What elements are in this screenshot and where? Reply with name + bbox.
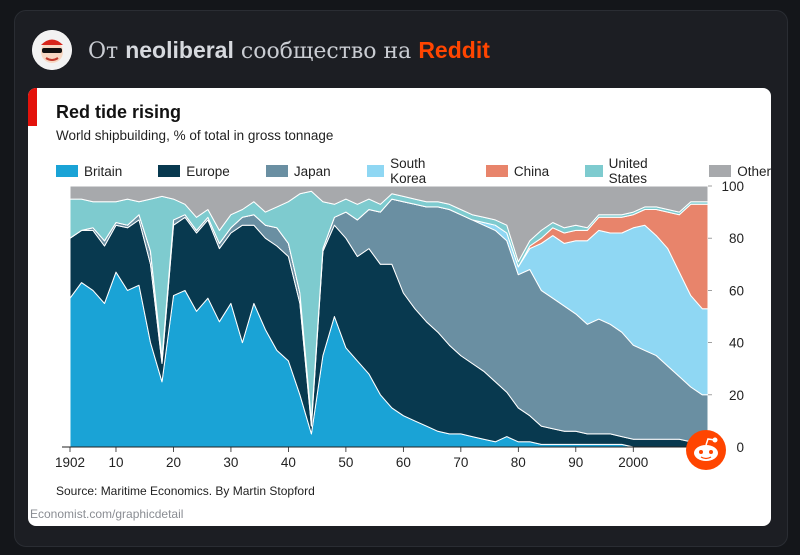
legend-item-other: Other [709,156,771,186]
meme-avatar-icon[interactable] [32,30,72,70]
y-tick-label: 40 [729,336,744,351]
legend-swatch [158,165,181,177]
x-tick-label: 80 [511,455,526,470]
legend-item-britain: Britain [56,156,122,186]
legend-item-south-korea: South Korea [366,156,450,186]
stacked-area-chart: 0204060801001902102030405060708090200013 [55,179,744,470]
chart-source: Source: Maritime Economics. By Martin St… [56,484,315,498]
legend-swatch [485,165,508,177]
chart-title: Red tide rising [56,102,182,122]
reddit-logo-icon[interactable] [684,428,728,472]
legend-label: Other [737,163,771,179]
post-source-line: От neoliberal сообщество на Reddit [88,37,490,64]
x-tick-label: 30 [223,455,238,470]
y-tick-label: 60 [729,283,744,298]
y-tick-label: 0 [736,440,744,455]
post-header: От neoliberal сообщество на Reddit [32,28,490,72]
x-tick-label: 50 [338,455,353,470]
x-tick-label: 2000 [618,455,648,470]
legend-swatch [709,165,732,177]
x-tick-label: 60 [396,455,411,470]
x-tick-label: 40 [281,455,296,470]
legend-label: Europe [186,163,230,179]
x-tick-label: 20 [166,455,181,470]
legend-label: South Korea [390,156,427,186]
community-name[interactable]: neoliberal [125,36,234,63]
x-tick-label: 10 [108,455,123,470]
legend-label: Japan [293,163,331,179]
legend-label: China [513,163,550,179]
legend-item-united-states: United States [585,156,673,186]
area-series-other [69,185,709,263]
legend-item-japan: Japan [265,156,331,186]
header-prefix: От [88,38,119,64]
x-tick-label: 70 [453,455,468,470]
legend-swatch [56,165,78,177]
chart-subtitle: World shipbuilding, % of total in gross … [56,128,334,143]
x-tick-label: 90 [568,455,583,470]
y-tick-label: 100 [721,179,744,194]
platform-name[interactable]: Reddit [418,36,490,63]
y-tick-label: 20 [729,388,744,403]
economist-red-tag [28,88,37,126]
x-tick-label: 1902 [55,455,85,470]
legend-swatch [265,165,288,177]
legend-swatch [585,165,603,177]
y-tick-label: 80 [729,231,744,246]
chart-credit: Economist.com/graphicdetail [30,507,184,521]
legend-item-china: China [485,156,550,186]
legend-item-europe: Europe [158,156,230,186]
legend-label: Britain [84,163,123,179]
legend-swatch [366,165,385,177]
chart-legend: Britain Europe Japan South Korea China United… [56,156,771,186]
header-middle: сообщество на [240,38,412,64]
chart-card[interactable]: Red tide rising World shipbuilding, % of… [28,88,771,526]
legend-label: United States [608,156,648,186]
